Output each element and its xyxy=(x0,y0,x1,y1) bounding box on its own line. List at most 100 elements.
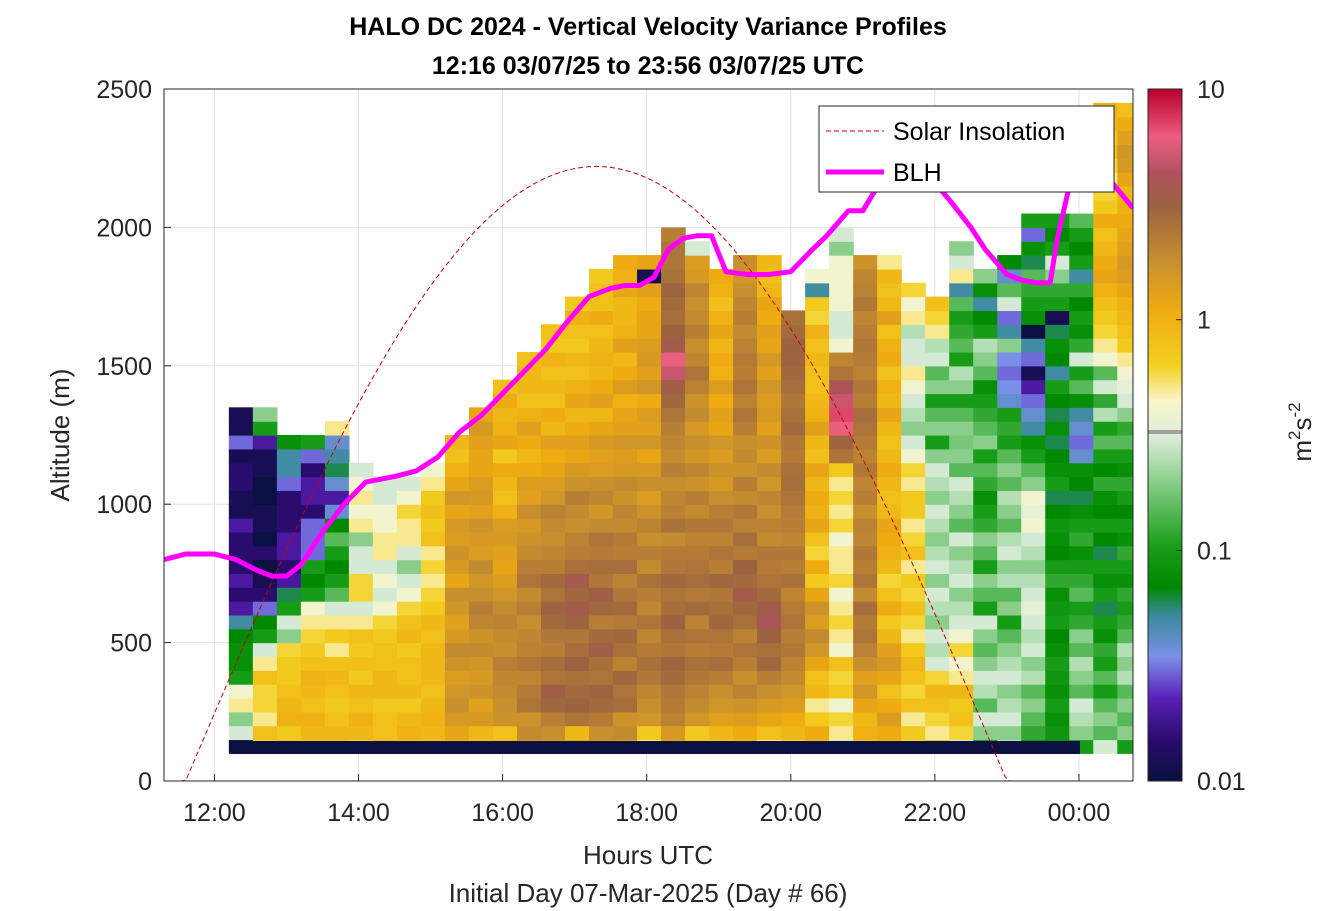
variance-cell xyxy=(1117,407,1133,422)
variance-cell xyxy=(420,587,446,602)
variance-cell xyxy=(1093,393,1118,408)
variance-cell xyxy=(733,296,758,312)
variance-cell xyxy=(348,531,374,547)
variance-cell xyxy=(1069,421,1094,436)
variance-cell xyxy=(877,725,902,741)
variance-cell xyxy=(1117,172,1133,187)
variance-cell xyxy=(781,628,806,644)
variance-cell xyxy=(829,711,854,727)
variance-cell xyxy=(324,670,350,685)
variance-cell xyxy=(661,407,686,422)
variance-cell xyxy=(1117,324,1133,339)
variance-cell xyxy=(1045,601,1070,616)
variance-cell xyxy=(781,601,806,616)
variance-cell xyxy=(661,255,686,270)
variance-cell xyxy=(1117,614,1133,630)
variance-cell xyxy=(661,338,686,353)
variance-cell xyxy=(516,711,542,727)
variance-cell xyxy=(805,628,830,644)
variance-cell xyxy=(1045,587,1070,602)
variance-cell xyxy=(324,531,350,547)
variance-cell xyxy=(685,711,710,727)
variance-cell xyxy=(997,296,1022,312)
variance-cell xyxy=(589,545,614,561)
variance-cell xyxy=(565,351,590,367)
variance-cell xyxy=(228,490,254,505)
variance-cell xyxy=(1021,255,1046,270)
variance-cell xyxy=(252,642,278,658)
variance-cell xyxy=(805,559,830,574)
variance-cell xyxy=(420,504,446,519)
variance-cell xyxy=(565,476,590,491)
variance-cell xyxy=(1117,255,1133,270)
variance-cell xyxy=(973,476,998,491)
variance-cell xyxy=(877,656,902,671)
variance-cell xyxy=(613,351,638,367)
variance-cell xyxy=(829,338,854,353)
variance-cell xyxy=(613,587,638,602)
variance-cell xyxy=(565,725,590,741)
variance-cell xyxy=(1069,601,1094,616)
variance-cell xyxy=(1117,573,1133,588)
variance-cell xyxy=(468,504,494,519)
variance-cell xyxy=(300,462,326,478)
variance-cell xyxy=(276,518,302,533)
variance-cell xyxy=(1093,601,1118,616)
variance-cell xyxy=(709,670,734,685)
blh-line xyxy=(164,141,1133,579)
variance-cell xyxy=(565,684,590,699)
variance-cell xyxy=(973,351,998,367)
variance-cell xyxy=(973,656,998,671)
variance-cell xyxy=(1117,739,1133,754)
variance-cell xyxy=(468,656,494,671)
variance-cell xyxy=(1045,697,1070,713)
variance-cell xyxy=(565,545,590,561)
variance-cell xyxy=(661,393,686,408)
variance-cell xyxy=(733,435,758,450)
variance-cell xyxy=(733,725,758,741)
variance-cell xyxy=(637,670,662,685)
variance-cell xyxy=(565,421,590,436)
variance-cell xyxy=(1069,282,1094,298)
colorbar-label-exp2: -2 xyxy=(1285,402,1304,417)
variance-cell xyxy=(1069,338,1094,353)
variance-cell xyxy=(468,642,494,658)
variance-cell xyxy=(589,573,614,588)
variance-cell xyxy=(781,365,806,381)
variance-cell xyxy=(420,559,446,574)
variance-cell xyxy=(324,684,350,699)
variance-cell xyxy=(997,518,1022,533)
variance-cell xyxy=(541,504,566,519)
variance-cell xyxy=(829,462,854,478)
variance-cell xyxy=(685,573,710,588)
variance-cell xyxy=(997,324,1022,339)
variance-cell xyxy=(492,670,518,685)
variance-cell xyxy=(541,642,566,658)
variance-cell xyxy=(709,407,734,422)
x-axis-ticks: 12:00 14:00 16:00 18:00 20:00 22:00 00:00 xyxy=(183,774,1110,827)
variance-cell xyxy=(1069,614,1094,630)
variance-cell xyxy=(877,711,902,727)
variance-cell xyxy=(541,697,566,713)
variance-cell xyxy=(661,725,686,741)
variance-cell xyxy=(757,407,782,422)
variance-cell xyxy=(805,310,830,325)
variance-cell xyxy=(733,476,758,491)
variance-cell xyxy=(733,601,758,616)
variance-cell xyxy=(661,587,686,602)
y-tick-label: 0 xyxy=(138,768,152,796)
variance-cell xyxy=(589,435,614,450)
variance-cell xyxy=(733,628,758,644)
variance-cell xyxy=(589,697,614,713)
variance-cell xyxy=(661,670,686,685)
variance-cell xyxy=(877,642,902,658)
variance-cell xyxy=(516,684,542,699)
variance-cell xyxy=(468,573,494,588)
variance-cell xyxy=(709,628,734,644)
variance-cell xyxy=(396,504,422,519)
variance-cell xyxy=(516,656,542,671)
variance-cell xyxy=(805,448,830,464)
variance-cell xyxy=(805,725,830,741)
variance-cell xyxy=(853,310,878,325)
variance-cell xyxy=(637,545,662,561)
